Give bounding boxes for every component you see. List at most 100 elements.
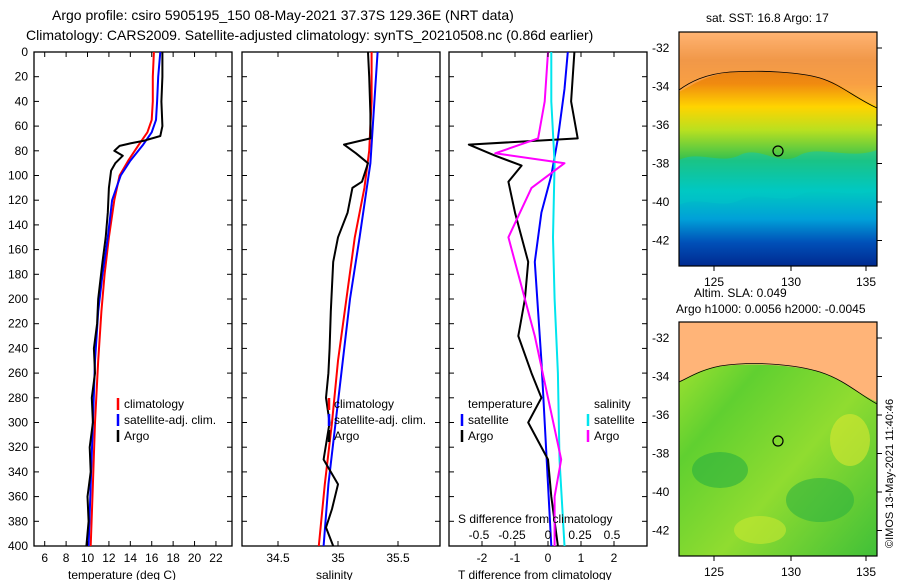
sla-map	[678, 321, 878, 557]
depth-tick-label: 160	[8, 243, 28, 257]
temperature-xlabel: temperature (deg C)	[68, 568, 176, 580]
s-difference-tick-label: -0.5	[469, 528, 490, 542]
legend-header-salinity: salinity	[594, 397, 631, 411]
series-line-s-argo	[494, 52, 566, 546]
depth-tick-label: 40	[15, 94, 29, 108]
series-line-argo	[322, 52, 372, 546]
sst-cool-band	[679, 150, 877, 205]
depth-tick-label: 80	[15, 144, 29, 158]
depth-axis: 0 20 40 60 80 100 120 140 160 180 200 220 240 260 280 3…	[8, 45, 647, 553]
sst-y-ticks: -32 -34 -36 -38 -40 -42	[652, 41, 882, 248]
x-tick-label: 0	[545, 551, 552, 565]
depth-tick-label: 120	[8, 193, 28, 207]
depth-tick-label: 400	[8, 539, 28, 553]
map-x-tick-label: 125	[704, 275, 724, 289]
x-tick-label: -2	[477, 551, 488, 565]
sla-eddy	[786, 478, 854, 522]
difference-x-ticks: -2 -1 0 1 2	[477, 52, 618, 565]
argo-location-marker-sst	[772, 145, 784, 157]
sla-frame	[678, 321, 878, 557]
depth-tick-label: 240	[8, 341, 28, 355]
map-y-tick-label: -40	[652, 195, 670, 209]
legend-s-argo: Argo	[594, 429, 620, 443]
argo-location-marker-sla	[772, 435, 784, 447]
series-line-argo	[85, 52, 164, 546]
map-y-tick-label: -34	[652, 370, 670, 384]
x-tick-label: 35.5	[386, 551, 410, 565]
salinity-xlabel: salinity	[316, 568, 353, 580]
x-tick-label: 8	[63, 551, 70, 565]
s-difference-tick-label: -0.25	[498, 528, 526, 542]
depth-tick-label: 140	[8, 218, 28, 232]
x-tick-label: 34.5	[266, 551, 290, 565]
series-line-climatology	[317, 52, 373, 546]
salinity-panel-frame	[241, 51, 441, 547]
credit-text: ©IMOS 13-May-2021 11:40:46	[884, 399, 896, 548]
map-y-tick-label: -32	[652, 331, 670, 345]
depth-tick-label: 260	[8, 366, 28, 380]
sst-map	[678, 31, 878, 267]
legend-climatology: climatology	[334, 397, 394, 411]
depth-tick-label: 100	[8, 169, 28, 183]
map-x-tick-label: 130	[781, 275, 801, 289]
sst-frame	[678, 31, 878, 267]
title-line-2: Climatology: CARS2009. Satellite-adjuste…	[26, 27, 593, 43]
x-tick-label: 2	[611, 551, 618, 565]
x-tick-label: 22	[209, 551, 223, 565]
legend-argo: Argo	[124, 429, 150, 443]
sla-land-mask	[679, 322, 877, 402]
sst-warm-coast	[679, 32, 877, 106]
series-line-t-satellite	[533, 52, 569, 546]
legend-satellite-adj: satellite-adj. clim.	[334, 413, 426, 427]
depth-tick-label: 60	[15, 119, 29, 133]
legend-argo: Argo	[334, 429, 360, 443]
x-tick-label: 14	[124, 551, 138, 565]
map-x-tick-label: 135	[856, 275, 876, 289]
depth-tick-label: 300	[8, 416, 28, 430]
s-difference-tick-label: 0	[545, 528, 552, 542]
sla-eddy	[734, 516, 786, 544]
sla-eddy	[692, 452, 748, 488]
map-x-tick-label: 135	[856, 565, 876, 579]
x-tick-label: 1	[578, 551, 585, 565]
x-tick-label: 35	[331, 551, 345, 565]
sla-eddy	[830, 414, 870, 466]
x-tick-label: -1	[510, 551, 521, 565]
sla-y-ticks: -32 -34 -36 -38 -40 -42	[652, 331, 882, 538]
legend-satellite-adj: satellite-adj. clim.	[124, 413, 216, 427]
legend-t-satellite: satellite	[468, 413, 509, 427]
depth-tick-label: 280	[8, 391, 28, 405]
legend-climatology: climatology	[124, 397, 184, 411]
x-tick-label: 10	[81, 551, 95, 565]
s-difference-tick-label: 0.5	[604, 528, 621, 542]
depth-tick-label: 180	[8, 267, 28, 281]
x-tick-label: 20	[188, 551, 202, 565]
map-x-tick-label: 125	[704, 565, 724, 579]
series-line-satellite-adj-clim-	[87, 52, 162, 546]
temperature-legend: climatology satellite-adj. clim. Argo	[116, 397, 216, 443]
x-tick-label: 6	[41, 551, 48, 565]
sst-contour	[678, 70, 878, 109]
difference-xlabel: T difference from climatology	[458, 568, 612, 580]
legend-t-argo: Argo	[468, 429, 494, 443]
map-y-tick-label: -32	[652, 41, 670, 55]
depth-tick-label: 0	[21, 45, 28, 59]
depth-tick-label: 360	[8, 490, 28, 504]
series-line-satellite-adj-clim-	[322, 52, 379, 546]
sla-x-ticks: 125 130 135	[704, 556, 876, 579]
salinity-legend: climatology satellite-adj. clim. Argo	[327, 397, 426, 443]
map-y-tick-label: -38	[652, 447, 670, 461]
depth-tick-label: 380	[8, 514, 28, 528]
map-y-tick-label: -38	[652, 157, 670, 171]
map-y-tick-label: -42	[652, 524, 670, 538]
depth-tick-label: 220	[8, 317, 28, 331]
temperature-panel-frame	[33, 51, 233, 547]
temperature-series	[85, 52, 164, 546]
s-difference-tick-label: 0.25	[568, 528, 592, 542]
map-y-tick-label: -36	[652, 408, 670, 422]
map-x-tick-label: 130	[781, 565, 801, 579]
difference-series	[467, 52, 579, 546]
legend-header-temperature: temperature	[468, 397, 533, 411]
title-line-1: Argo profile: csiro 5905195_150 08-May-2…	[52, 7, 514, 23]
map-y-tick-label: -34	[652, 80, 670, 94]
